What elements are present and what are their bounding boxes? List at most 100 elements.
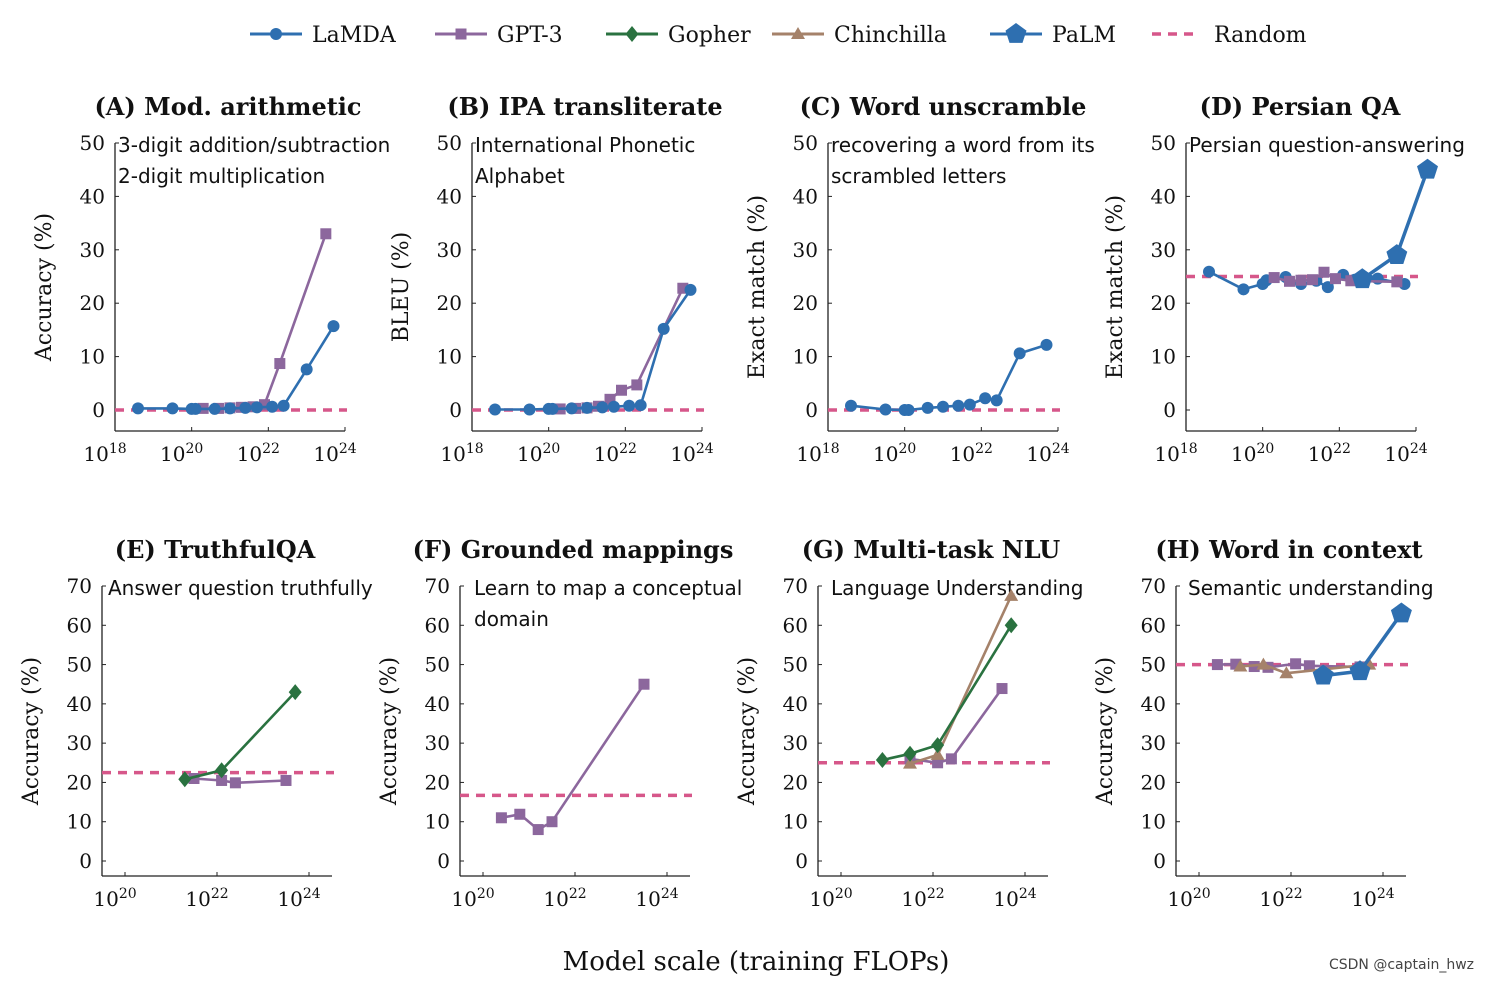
y-tick-label: 40 xyxy=(1141,692,1166,716)
y-tick-label: 10 xyxy=(783,810,808,834)
x-tick-exponent: 24 xyxy=(1019,886,1037,902)
legend-marker xyxy=(791,27,805,39)
y-tick-label: 0 xyxy=(1153,849,1166,873)
y-tick-label: 50 xyxy=(793,131,818,155)
y-axis-label: Accuracy (%) xyxy=(1093,657,1118,806)
x-tick-exponent: 22 xyxy=(211,886,229,902)
x-tick-label: 1024 xyxy=(313,441,356,466)
data-point xyxy=(327,320,340,333)
data-point xyxy=(546,402,559,415)
x-tick-label: 1022 xyxy=(950,441,993,466)
data-point xyxy=(677,282,689,294)
panel-f: (F) Grounded mappings Learn to map a conc… xyxy=(377,535,742,911)
data-point xyxy=(1295,274,1307,286)
panel-subtitle: 3-digit addition/subtraction xyxy=(118,133,390,157)
panel-c: (C) Word unscramble recovering a word fro… xyxy=(745,92,1095,466)
data-point xyxy=(581,401,593,414)
data-point xyxy=(215,762,229,779)
legend-item-lamda: LaMDA xyxy=(250,23,397,48)
y-tick-label: 10 xyxy=(437,345,462,369)
legend-item-chinchilla: Chinchilla xyxy=(772,23,947,48)
y-tick-label: 10 xyxy=(80,345,105,369)
legend-item-random: Random xyxy=(1152,23,1307,48)
y-tick-label: 30 xyxy=(793,238,818,262)
panel-subtitle: Language Understanding xyxy=(831,576,1083,600)
data-point xyxy=(1390,602,1412,623)
y-tick-label: 40 xyxy=(437,184,462,208)
data-point xyxy=(634,399,647,412)
x-tick-exponent: 22 xyxy=(619,441,637,457)
x-tick-label: 1024 xyxy=(993,886,1036,911)
x-tick-label: 1024 xyxy=(1384,441,1427,466)
data-point xyxy=(1268,272,1280,284)
data-point xyxy=(1211,659,1223,671)
data-point xyxy=(565,402,578,415)
y-tick-label: 0 xyxy=(795,849,808,873)
data-point xyxy=(224,402,236,415)
data-point xyxy=(1351,268,1373,289)
series-line xyxy=(193,777,287,785)
x-tick-exponent: 24 xyxy=(696,441,714,457)
legend: LaMDA GPT-3 Gopher Chinchilla PaLM Random xyxy=(250,23,1307,48)
panel-title: (F) Grounded mappings xyxy=(413,535,734,564)
y-tick-label: 30 xyxy=(783,731,808,755)
y-tick-label: 20 xyxy=(793,291,818,315)
y-axis-label: Exact match (%) xyxy=(745,195,770,379)
x-tick-label: 1022 xyxy=(185,886,228,911)
y-tick-label: 50 xyxy=(1141,653,1166,677)
data-point xyxy=(616,384,627,396)
data-point xyxy=(963,398,976,411)
x-tick-exponent: 22 xyxy=(927,886,945,902)
y-tick-label: 40 xyxy=(793,184,818,208)
legend-item-gopher: Gopher xyxy=(606,23,751,48)
data-point xyxy=(930,747,945,760)
data-point xyxy=(1345,275,1357,287)
data-point xyxy=(931,737,945,754)
x-tick-exponent: 18 xyxy=(109,441,127,457)
x-tick-exponent: 24 xyxy=(1052,441,1070,457)
data-point xyxy=(229,777,241,789)
y-tick-label: 0 xyxy=(449,398,462,422)
data-point xyxy=(1233,659,1248,672)
y-tick-label: 30 xyxy=(67,731,92,755)
panel-subtitle: Alphabet xyxy=(475,164,565,188)
data-point xyxy=(684,283,697,296)
x-tick-exponent: 18 xyxy=(466,441,484,457)
legend-marker xyxy=(455,28,467,40)
x-tick-label: 1020 xyxy=(451,886,494,911)
data-point xyxy=(188,773,200,784)
data-point xyxy=(523,403,536,416)
y-tick-label: 60 xyxy=(783,613,808,637)
data-point xyxy=(1349,660,1371,681)
y-axis-label: Accuracy (%) xyxy=(32,213,57,362)
x-tick-label: 1022 xyxy=(543,886,586,911)
x-tick-exponent: 22 xyxy=(975,441,993,457)
x-tick-exponent: 20 xyxy=(185,441,203,457)
y-tick-label: 20 xyxy=(437,291,462,315)
x-tick-label: 1024 xyxy=(1351,886,1394,911)
x-tick-exponent: 24 xyxy=(1410,441,1428,457)
y-tick-label: 70 xyxy=(67,574,92,598)
global-x-axis-label: Model scale (training FLOPs) xyxy=(563,947,950,977)
data-point xyxy=(1290,658,1302,670)
series-line xyxy=(909,595,1013,765)
data-point xyxy=(1004,588,1019,601)
data-point xyxy=(1386,244,1408,264)
data-point xyxy=(937,400,949,413)
data-point xyxy=(845,399,857,412)
data-point xyxy=(514,808,526,820)
data-point xyxy=(1371,272,1384,285)
data-point xyxy=(532,824,544,836)
data-point xyxy=(631,379,643,391)
x-tick-exponent: 20 xyxy=(898,441,916,457)
series-gpt-3 xyxy=(495,678,650,836)
chart-panels: (A) Mod. arithmetic 3-digit addition/subt… xyxy=(19,92,1465,911)
y-tick-label: 10 xyxy=(67,810,92,834)
y-tick-label: 20 xyxy=(1141,770,1166,794)
x-tick-label: 1022 xyxy=(901,886,944,911)
panel-title: (G) Multi-task NLU xyxy=(802,535,1060,564)
legend-label: PaLM xyxy=(1052,23,1116,48)
data-point xyxy=(489,403,501,416)
y-tick-label: 50 xyxy=(1151,131,1176,155)
series-line xyxy=(501,683,646,831)
